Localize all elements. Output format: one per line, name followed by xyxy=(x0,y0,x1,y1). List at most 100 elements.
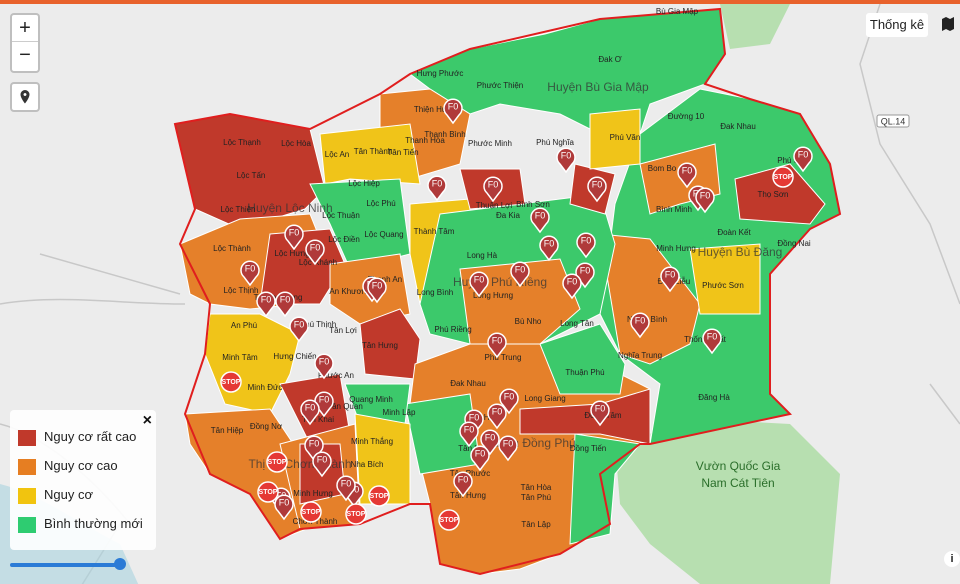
commune-label: Lộc Thành xyxy=(213,244,251,253)
stats-button[interactable]: Thống kê xyxy=(866,13,928,37)
f0-marker[interactable]: F0 xyxy=(314,353,334,380)
f0-marker[interactable]: F0 xyxy=(453,471,473,498)
f0-marker[interactable]: F0 xyxy=(556,147,576,174)
f0-marker[interactable]: F0 xyxy=(793,146,813,173)
commune-label: Phước An xyxy=(318,371,354,380)
f0-marker[interactable]: F0 xyxy=(539,235,559,262)
f0-marker[interactable]: F0 xyxy=(274,494,294,521)
f0-marker[interactable]: F0 xyxy=(499,388,519,415)
commune-label: Đoàn Kết xyxy=(717,228,751,237)
f0-marker[interactable]: F0 xyxy=(289,316,309,343)
zoom-in[interactable]: + xyxy=(12,15,38,42)
f0-marker[interactable]: F0 xyxy=(660,266,680,293)
marker-pin xyxy=(630,312,650,339)
f0-marker[interactable]: F0 xyxy=(427,175,447,202)
commune-label: Bình Sơn xyxy=(516,200,550,209)
stop-marker[interactable]: STOP xyxy=(438,509,460,531)
commune-label: Phú Thịnh xyxy=(300,320,336,329)
legend-swatch xyxy=(18,458,36,475)
marker-label: F0 xyxy=(503,438,514,448)
f0-marker[interactable]: F0 xyxy=(312,451,332,478)
stop-label: STOP xyxy=(268,459,287,466)
f0-marker[interactable]: F0 xyxy=(587,176,607,203)
f0-marker[interactable]: F0 xyxy=(300,399,320,426)
f0-marker[interactable]: F0 xyxy=(469,271,489,298)
f0-marker[interactable]: F0 xyxy=(510,261,530,288)
f0-marker[interactable]: F0 xyxy=(487,332,507,359)
f0-marker[interactable]: F0 xyxy=(459,421,479,448)
f0-marker[interactable]: F0 xyxy=(275,291,295,318)
f0-marker[interactable]: F0 xyxy=(590,400,610,427)
commune-label: An Phú xyxy=(231,321,257,330)
stop-marker[interactable]: STOP xyxy=(300,501,322,523)
marker-label: F0 xyxy=(279,497,290,507)
marker-pin xyxy=(256,291,276,318)
f0-marker[interactable]: F0 xyxy=(336,475,356,502)
stop-marker[interactable]: STOP xyxy=(220,371,242,393)
stop-marker[interactable]: STOP xyxy=(772,166,794,188)
f0-marker[interactable]: F0 xyxy=(480,429,500,456)
top-bar xyxy=(0,0,960,4)
zoom-control: + − xyxy=(10,13,40,73)
legend-item: Nguy cơ xyxy=(18,486,93,504)
f0-marker[interactable]: F0 xyxy=(240,260,260,287)
f0-marker[interactable]: F0 xyxy=(256,291,276,318)
commune-label: Lộc Hòa xyxy=(281,139,311,148)
commune-label: Lộc Khánh xyxy=(299,258,337,267)
commune-label: Đồng Nai xyxy=(777,239,811,248)
f0-marker[interactable]: F0 xyxy=(530,207,550,234)
f0-marker[interactable]: F0 xyxy=(702,328,722,355)
f0-marker[interactable]: F0 xyxy=(562,273,582,300)
f0-marker[interactable]: F0 xyxy=(677,162,697,189)
marker-pin xyxy=(312,451,332,478)
f0-marker[interactable]: F0 xyxy=(367,277,387,304)
f0-marker[interactable]: F0 xyxy=(305,239,325,266)
marker-pin xyxy=(660,266,680,293)
layers-icon[interactable] xyxy=(940,16,956,32)
f0-marker[interactable]: F0 xyxy=(483,176,503,203)
marker-label: F0 xyxy=(474,274,485,284)
f0-marker[interactable]: F0 xyxy=(470,445,490,472)
marker-label: F0 xyxy=(294,319,305,329)
commune-label: Hưng Phước xyxy=(417,69,464,78)
slider-handle[interactable] xyxy=(114,558,126,570)
commune-label: Đường 10 xyxy=(668,112,705,121)
marker-pin xyxy=(480,429,500,456)
park-label: Nam Cát Tiên xyxy=(701,476,774,490)
marker-pin xyxy=(459,421,479,448)
commune-label: Đak Nhau xyxy=(720,122,756,131)
f0-marker[interactable]: F0 xyxy=(630,312,650,339)
f0-marker[interactable]: F0 xyxy=(695,187,715,214)
f0-marker[interactable]: F0 xyxy=(304,435,324,462)
markers: F0 F0 F0 F0 F0 F0 F0 F0 F0 F0 F0 F0 F0 F0 F0 F0 F0 F0 F0 F0… xyxy=(220,98,813,531)
marker-pin xyxy=(702,328,722,355)
zoom-out[interactable]: − xyxy=(19,44,31,66)
legend-item: Nguy cơ rất cao xyxy=(18,428,136,446)
commune-label: Đồng Nơ xyxy=(250,422,283,431)
commune-label: Thọ Sơn xyxy=(757,190,788,199)
marker-pin xyxy=(304,435,324,462)
stop-marker[interactable]: STOP xyxy=(266,451,288,473)
stop-marker[interactable]: STOP xyxy=(257,481,279,503)
region xyxy=(409,8,726,135)
commune-label: Minh Thắng xyxy=(351,437,393,446)
f0-marker[interactable]: F0 xyxy=(487,403,507,430)
f0-marker[interactable]: F0 xyxy=(576,232,596,259)
stop-marker[interactable]: STOP xyxy=(345,503,367,525)
f0-marker[interactable]: F0 xyxy=(443,98,463,125)
marker-label: F0 xyxy=(492,406,503,416)
marker-pin xyxy=(367,277,387,304)
legend-close[interactable]: × xyxy=(142,412,152,429)
stop-marker[interactable]: STOP xyxy=(368,485,390,507)
marker-label: F0 xyxy=(485,432,496,442)
legend: × Nguy cơ rất cao Nguy cơ cao Nguy cơ Bình … xyxy=(10,410,156,550)
marker-pin xyxy=(275,291,295,318)
district-label: Huyện Bù Đăng xyxy=(698,245,783,259)
info-button[interactable]: i xyxy=(944,551,960,567)
locate-button[interactable] xyxy=(10,82,40,112)
commune-label: Đồng Tiến xyxy=(570,444,606,453)
f0-marker[interactable]: F0 xyxy=(498,435,518,462)
marker-label: F0 xyxy=(245,263,256,273)
f0-marker[interactable]: F0 xyxy=(284,224,304,251)
